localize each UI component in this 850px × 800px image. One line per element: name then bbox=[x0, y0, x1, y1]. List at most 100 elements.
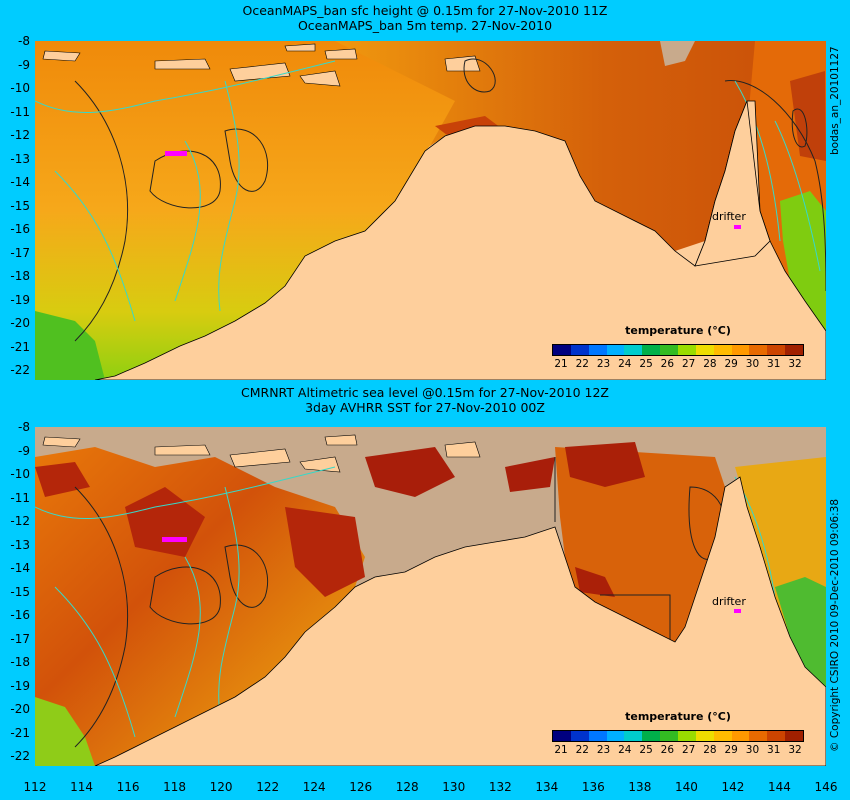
legend-tick-label: 28 bbox=[703, 744, 717, 756]
bottom-side-label: © Copyright CSIRO 2010 09-Dec-2010 09:06… bbox=[829, 498, 841, 752]
legend-tick-label: 23 bbox=[596, 744, 611, 756]
top-sea-north bbox=[335, 41, 826, 251]
top-y-tick-label: -8 bbox=[18, 34, 30, 48]
bottom-y-tick-label: -17 bbox=[10, 631, 30, 646]
legend-tick-label: 22 bbox=[575, 358, 589, 370]
legend-tick-label: 29 bbox=[724, 358, 738, 370]
x-tick-label: 128 bbox=[395, 780, 419, 794]
legend-color-swatch bbox=[660, 345, 679, 355]
top-y-tick-label: -20 bbox=[10, 316, 30, 330]
bottom-legend-colorbar bbox=[552, 730, 804, 742]
legend-tick-label: 24 bbox=[618, 358, 632, 370]
legend-tick-label: 31 bbox=[767, 744, 781, 756]
legend-color-swatch bbox=[570, 731, 589, 741]
legend-tick-label: 32 bbox=[788, 358, 802, 370]
legend-color-swatch bbox=[660, 731, 679, 741]
legend-tick-label: 25 bbox=[639, 744, 653, 756]
top-y-tick-label: -15 bbox=[10, 198, 30, 213]
x-tick-label: 136 bbox=[581, 780, 605, 794]
bottom-sea-gulf-hot bbox=[565, 442, 645, 597]
top-y-tick-label: -13 bbox=[10, 151, 30, 166]
x-tick-label: 114 bbox=[70, 780, 93, 794]
legend-tick-label: 25 bbox=[639, 358, 653, 370]
top-drifter-east bbox=[734, 225, 741, 229]
legend-color-swatch bbox=[553, 731, 571, 741]
x-tick-label: 144 bbox=[768, 780, 791, 794]
top-y-tick-label: -14 bbox=[10, 175, 30, 189]
legend-color-swatch bbox=[749, 345, 768, 355]
bottom-islands bbox=[42, 434, 481, 473]
bottom-map-svg bbox=[35, 427, 826, 766]
bottom-drifter-east bbox=[734, 609, 741, 613]
top-sea-sw-green bbox=[35, 311, 105, 380]
bottom-map-panel: drifter temperature (°C) 21 22 23 24 25 26 27 2… bbox=[35, 427, 826, 766]
bottom-y-tick-label: -19 bbox=[10, 678, 30, 693]
bottom-drifter-label: drifter bbox=[712, 595, 746, 608]
legend-color-swatch bbox=[624, 731, 643, 741]
bottom-sea-hot-3 bbox=[365, 447, 555, 497]
legend-color-swatch bbox=[767, 345, 786, 355]
bottom-legend-title: temperature (°C) bbox=[625, 710, 731, 723]
top-title-2: OceanMAPS_ban 5m temp. 27-Nov-2010 bbox=[297, 18, 553, 33]
legend-tick-label: 30 bbox=[745, 358, 760, 370]
top-legend-title: temperature (°C) bbox=[625, 324, 731, 337]
legend-color-swatch bbox=[606, 345, 625, 355]
top-y-tick-label: -9 bbox=[18, 57, 30, 72]
top-map-panel: drifter temperature (°C) 21 22 23 24 25 26 27 2… bbox=[35, 41, 826, 380]
legend-tick-label: 22 bbox=[575, 744, 589, 756]
top-y-tick-label: -10 bbox=[10, 81, 30, 95]
bottom-title-1: CMRNRT Altimetric sea level @0.15m for 2… bbox=[241, 385, 609, 400]
legend-color-swatch bbox=[767, 731, 786, 741]
bottom-sea-east-green bbox=[775, 577, 826, 687]
bottom-y-tick-label: -8 bbox=[18, 420, 30, 434]
legend-color-swatch bbox=[785, 731, 804, 741]
bottom-y-tick-label: -20 bbox=[10, 702, 30, 716]
x-tick-label: 132 bbox=[488, 780, 512, 794]
legend-color-swatch bbox=[695, 731, 714, 741]
x-tick-label: 126 bbox=[349, 780, 373, 794]
top-side-label: bodas_an_20101127 bbox=[829, 46, 841, 155]
top-y-tick-label: -17 bbox=[10, 245, 30, 260]
x-tick-label: 116 bbox=[116, 780, 140, 794]
legend-tick-label: 24 bbox=[618, 744, 632, 756]
bottom-y-tick-label: -22 bbox=[10, 749, 30, 763]
bottom-y-tick-label: -14 bbox=[10, 561, 30, 575]
x-tick-label: 140 bbox=[674, 780, 698, 794]
legend-color-swatch bbox=[642, 345, 661, 355]
top-title-1: OceanMAPS_ban sfc height @ 0.15m for 27-… bbox=[242, 3, 608, 18]
legend-color-swatch bbox=[553, 345, 571, 355]
legend-tick-label: 28 bbox=[703, 358, 717, 370]
top-y-tick-label: -16 bbox=[10, 222, 30, 236]
legend-tick-label: 26 bbox=[660, 744, 675, 756]
bottom-y-tick-label: -18 bbox=[10, 655, 30, 669]
bottom-y-tick-label: -11 bbox=[10, 490, 30, 505]
legend-tick-label: 27 bbox=[681, 358, 696, 370]
bottom-legend: temperature (°C) 21 22 23 24 25 26 27 28 29 30 31 3… bbox=[552, 710, 804, 760]
top-y-tick-label: -11 bbox=[10, 104, 30, 119]
bottom-title-2: 3day AVHRR SST for 27-Nov-2010 00Z bbox=[305, 400, 545, 415]
x-tick-label: 138 bbox=[628, 780, 652, 794]
legend-color-swatch bbox=[624, 345, 643, 355]
top-sea-east-deep bbox=[790, 71, 826, 161]
bottom-y-tick-label: -9 bbox=[18, 443, 30, 458]
top-islands bbox=[42, 43, 481, 87]
top-y-tick-label: -22 bbox=[10, 363, 30, 377]
bottom-y-tick-label: -15 bbox=[10, 584, 30, 599]
x-tick-label: 134 bbox=[535, 780, 559, 794]
x-tick-label: 122 bbox=[256, 780, 280, 794]
x-tick-label: 112 bbox=[23, 780, 47, 794]
top-map-svg bbox=[35, 41, 826, 380]
legend-color-swatch bbox=[731, 731, 750, 741]
bottom-drifter-west bbox=[162, 537, 187, 542]
x-tick-label: 120 bbox=[209, 780, 233, 794]
legend-color-swatch bbox=[642, 731, 661, 741]
legend-color-swatch bbox=[749, 731, 768, 741]
x-tick-label: 142 bbox=[721, 780, 745, 794]
legend-tick-label: 32 bbox=[788, 744, 802, 756]
x-tick-label: 118 bbox=[163, 780, 187, 794]
legend-tick-label: 31 bbox=[767, 358, 781, 370]
top-y-tick-label: -12 bbox=[10, 128, 30, 142]
legend-tick-label: 21 bbox=[554, 358, 568, 370]
top-y-tick-label: -19 bbox=[10, 292, 30, 307]
bottom-y-tick-label: -12 bbox=[10, 514, 30, 528]
